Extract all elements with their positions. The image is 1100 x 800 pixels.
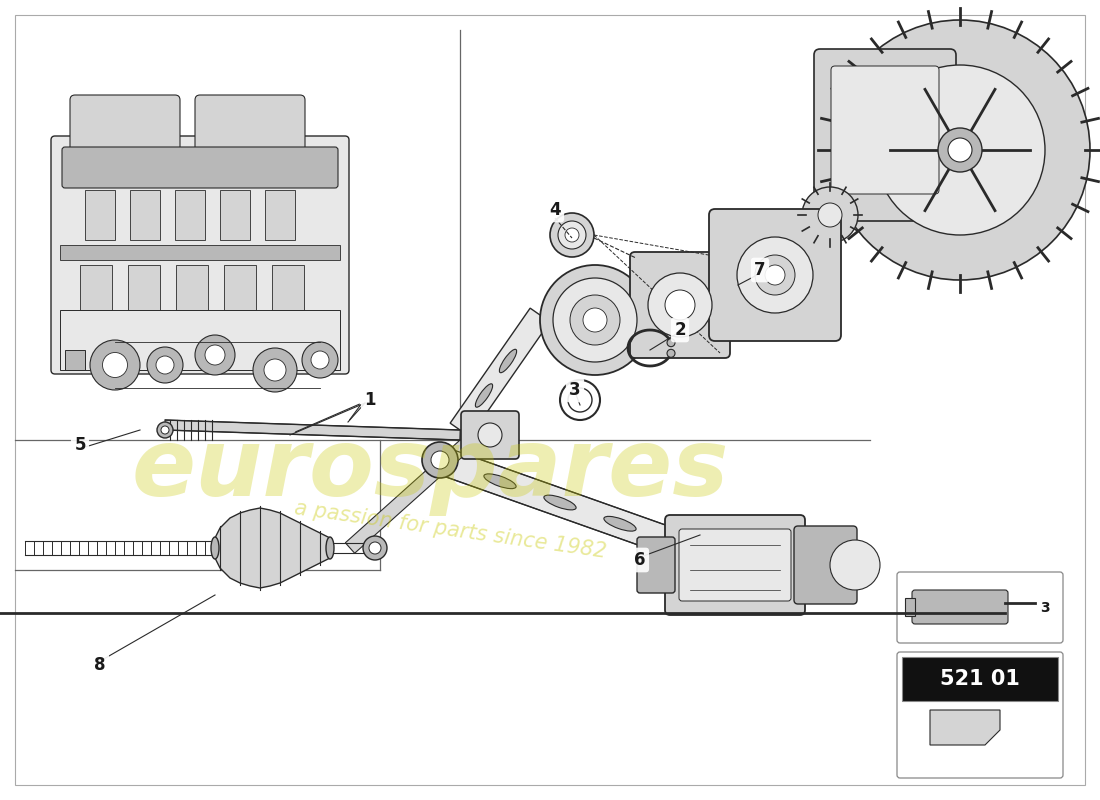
- Circle shape: [648, 273, 712, 337]
- Circle shape: [264, 359, 286, 381]
- Bar: [315, 350, 336, 370]
- Polygon shape: [930, 710, 1000, 745]
- Circle shape: [560, 380, 600, 420]
- Polygon shape: [905, 598, 915, 616]
- Polygon shape: [165, 420, 460, 440]
- Circle shape: [363, 536, 387, 560]
- Ellipse shape: [211, 537, 219, 559]
- Circle shape: [565, 228, 579, 242]
- Text: 2: 2: [674, 321, 685, 339]
- Circle shape: [302, 342, 338, 378]
- Circle shape: [195, 335, 235, 375]
- Circle shape: [568, 388, 592, 412]
- Text: 521 01: 521 01: [940, 669, 1020, 689]
- Bar: [65, 350, 85, 370]
- Bar: [85, 190, 116, 240]
- FancyBboxPatch shape: [710, 209, 842, 341]
- Circle shape: [161, 426, 169, 434]
- Circle shape: [667, 350, 675, 358]
- Bar: [128, 265, 160, 310]
- FancyBboxPatch shape: [679, 529, 791, 601]
- Circle shape: [938, 128, 982, 172]
- Bar: [224, 265, 256, 310]
- Bar: [130, 190, 159, 240]
- Circle shape: [666, 290, 695, 320]
- Bar: [272, 265, 304, 310]
- Circle shape: [102, 353, 128, 378]
- Circle shape: [802, 187, 858, 243]
- FancyBboxPatch shape: [666, 515, 805, 615]
- Circle shape: [90, 340, 140, 390]
- Circle shape: [431, 451, 449, 469]
- FancyBboxPatch shape: [912, 590, 1008, 624]
- Circle shape: [540, 265, 650, 375]
- Circle shape: [874, 65, 1045, 235]
- Circle shape: [830, 540, 880, 590]
- Text: 6: 6: [635, 551, 646, 569]
- FancyBboxPatch shape: [896, 572, 1063, 643]
- Polygon shape: [345, 440, 470, 554]
- Text: 3: 3: [1041, 601, 1049, 615]
- Bar: [60, 310, 340, 370]
- Text: 4: 4: [549, 201, 561, 219]
- Ellipse shape: [604, 516, 636, 531]
- Circle shape: [830, 20, 1090, 280]
- Circle shape: [368, 542, 381, 554]
- Text: 7: 7: [755, 261, 766, 279]
- FancyBboxPatch shape: [195, 95, 305, 160]
- Bar: [905, 705, 1055, 770]
- FancyBboxPatch shape: [70, 95, 180, 160]
- Bar: [902, 657, 1058, 701]
- Text: a passion for parts since 1982: a passion for parts since 1982: [293, 498, 607, 562]
- Ellipse shape: [326, 537, 334, 559]
- Circle shape: [553, 278, 637, 362]
- Bar: [176, 265, 208, 310]
- Text: 5: 5: [75, 436, 86, 454]
- Circle shape: [422, 442, 458, 478]
- Circle shape: [755, 255, 795, 295]
- Circle shape: [156, 356, 174, 374]
- Ellipse shape: [543, 495, 576, 510]
- Circle shape: [558, 221, 586, 249]
- FancyBboxPatch shape: [896, 652, 1063, 778]
- Polygon shape: [436, 447, 684, 558]
- Circle shape: [818, 203, 842, 227]
- Bar: [60, 245, 340, 260]
- Circle shape: [253, 348, 297, 392]
- Ellipse shape: [499, 350, 517, 373]
- FancyBboxPatch shape: [794, 526, 857, 604]
- FancyBboxPatch shape: [814, 49, 956, 221]
- Bar: [265, 190, 295, 240]
- Text: 3: 3: [569, 381, 581, 399]
- Circle shape: [737, 237, 813, 313]
- FancyBboxPatch shape: [62, 147, 338, 188]
- Circle shape: [570, 295, 620, 345]
- FancyBboxPatch shape: [51, 136, 349, 374]
- Text: eurospares: eurospares: [131, 424, 728, 516]
- Circle shape: [311, 351, 329, 369]
- Circle shape: [550, 213, 594, 257]
- Text: 1: 1: [364, 391, 376, 409]
- Circle shape: [147, 347, 183, 383]
- Circle shape: [583, 308, 607, 332]
- Circle shape: [157, 422, 173, 438]
- Text: 8: 8: [95, 656, 106, 674]
- Bar: [175, 190, 205, 240]
- Bar: [80, 265, 112, 310]
- Circle shape: [667, 338, 675, 346]
- Circle shape: [764, 265, 785, 285]
- FancyBboxPatch shape: [637, 537, 675, 593]
- Polygon shape: [214, 508, 330, 588]
- FancyBboxPatch shape: [630, 252, 730, 358]
- Circle shape: [205, 345, 225, 365]
- Polygon shape: [450, 308, 550, 437]
- FancyBboxPatch shape: [830, 66, 939, 194]
- Ellipse shape: [475, 384, 493, 407]
- Ellipse shape: [484, 474, 516, 489]
- Bar: [220, 190, 250, 240]
- Circle shape: [948, 138, 972, 162]
- Circle shape: [478, 423, 502, 447]
- FancyBboxPatch shape: [461, 411, 519, 459]
